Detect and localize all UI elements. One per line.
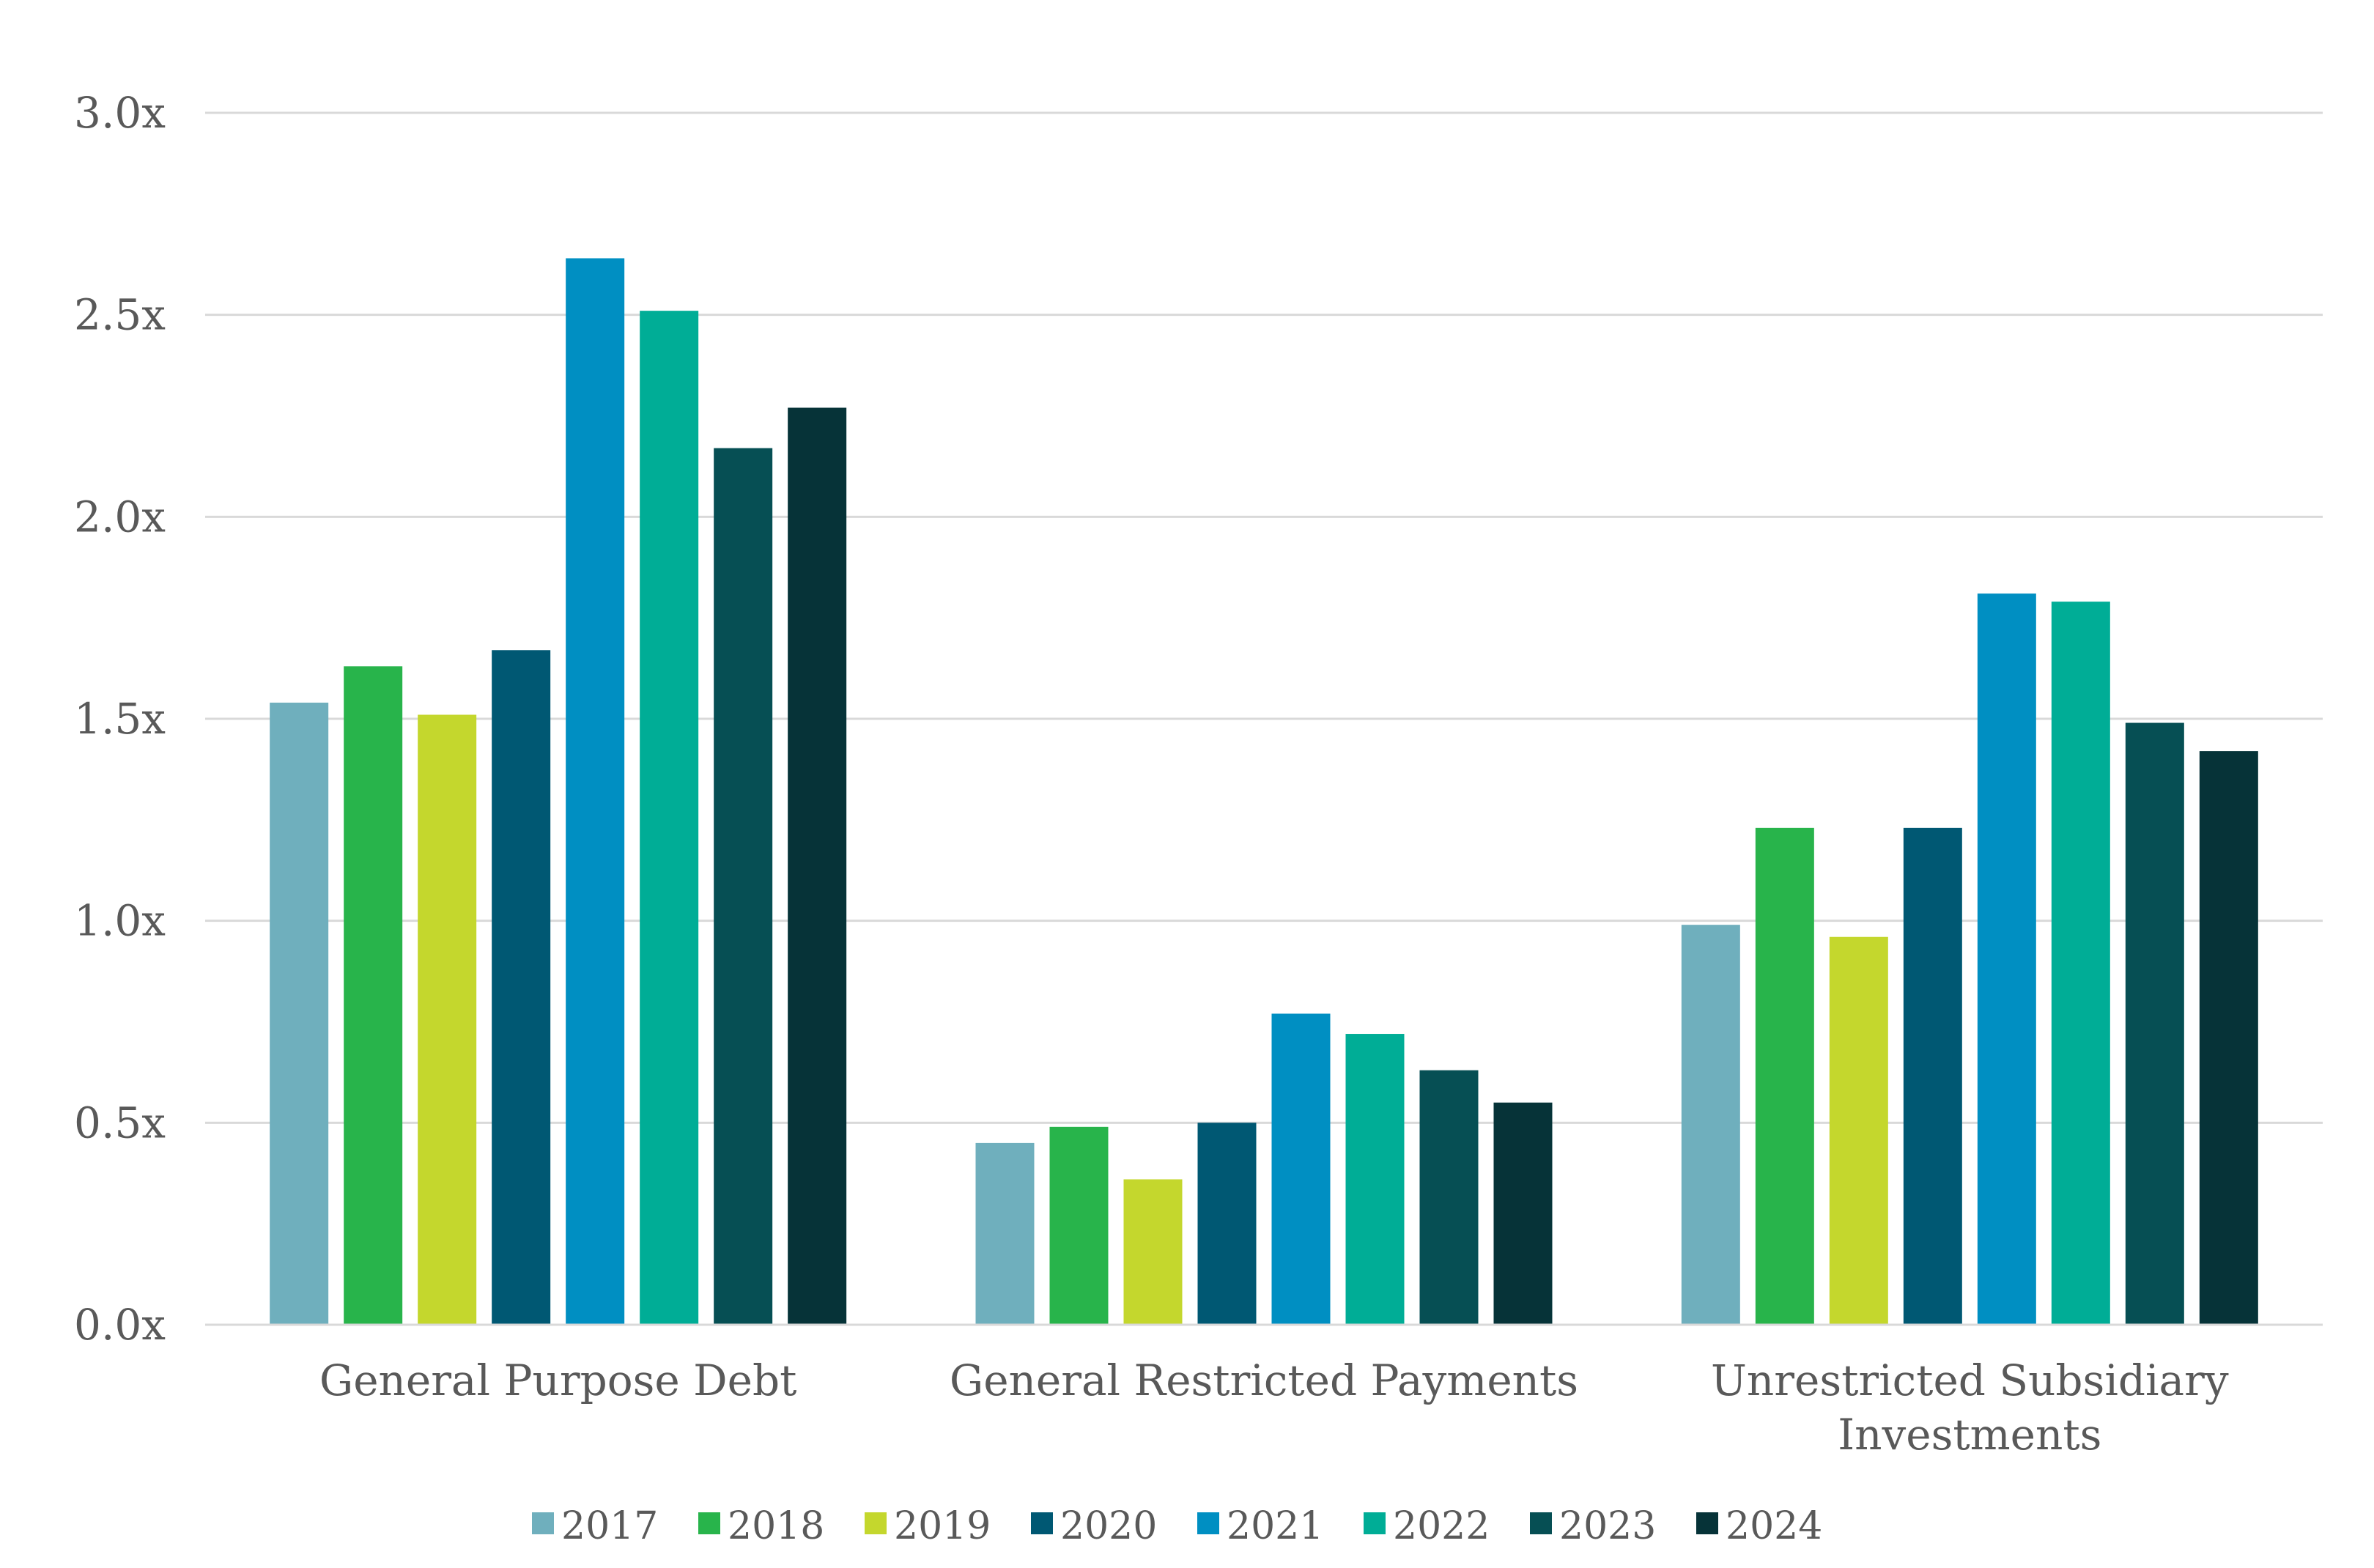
- bar-2023-cat-1: [1419, 1070, 1479, 1325]
- legend-label: 2018: [728, 1504, 824, 1548]
- bar-2021-cat-2: [1977, 593, 2036, 1325]
- category-label: General Restricted Payments: [950, 1356, 1578, 1405]
- legend-swatch: [532, 1512, 554, 1534]
- category-label: General Purpose Debt: [319, 1356, 797, 1405]
- legend-swatch: [698, 1512, 720, 1534]
- bar-2017-cat-0: [270, 702, 329, 1325]
- category-label: Unrestricted Subsidiary: [1711, 1356, 2229, 1405]
- legend-label: 2022: [1393, 1504, 1490, 1548]
- bar-2017-cat-2: [1681, 925, 1740, 1325]
- bar-2021-cat-1: [1271, 1013, 1331, 1325]
- legend-swatch: [1031, 1512, 1053, 1534]
- bar-2022-cat-0: [640, 311, 699, 1325]
- bar-2019-cat-0: [418, 714, 477, 1325]
- bar-2022-cat-2: [2051, 602, 2110, 1325]
- y-tick-label: 2.0x: [74, 492, 166, 541]
- legend-label: 2017: [561, 1504, 658, 1548]
- bars: [270, 258, 2258, 1325]
- y-tick-label: 3.0x: [74, 88, 166, 138]
- y-tick-label: 1.5x: [74, 694, 166, 744]
- legend-swatch: [1197, 1512, 1219, 1534]
- legend-label: 2023: [1559, 1504, 1656, 1548]
- bar-2021-cat-0: [566, 258, 625, 1325]
- bar-2023-cat-2: [2125, 722, 2184, 1325]
- y-tick-label: 0.5x: [74, 1098, 166, 1147]
- y-tick-label: 2.5x: [74, 290, 166, 340]
- legend-swatch: [865, 1512, 887, 1534]
- bar-2024-cat-2: [2199, 751, 2258, 1325]
- bar-2018-cat-2: [1755, 827, 1814, 1325]
- bar-2023-cat-0: [714, 448, 773, 1325]
- bar-2019-cat-1: [1123, 1179, 1183, 1325]
- legend-swatch: [1530, 1512, 1552, 1534]
- y-tick-label: 0.0x: [74, 1300, 166, 1350]
- y-tick-label: 1.0x: [74, 896, 166, 946]
- gridlines: [205, 111, 2323, 1124]
- bar-2018-cat-0: [344, 666, 403, 1325]
- legend: 2017 2018 2019 2020 2021 2022 2023 2024: [532, 1504, 1822, 1548]
- legend-label: 2024: [1726, 1504, 1822, 1548]
- category-labels: General Purpose Debt General Restricted P…: [319, 1356, 2229, 1460]
- legend-label: 2021: [1227, 1504, 1323, 1548]
- bar-2020-cat-2: [1903, 827, 1962, 1325]
- y-axis-tick-labels: 0.0x 0.5x 1.0x 1.5x 2.0x 2.5x 3.0x: [74, 88, 166, 1350]
- bar-2020-cat-0: [492, 650, 551, 1325]
- legend-label: 2019: [894, 1504, 991, 1548]
- bar-2024-cat-1: [1493, 1102, 1553, 1325]
- bar-2019-cat-2: [1829, 936, 1888, 1325]
- legend-swatch: [1364, 1512, 1386, 1534]
- bar-2018-cat-1: [1049, 1126, 1109, 1325]
- bar-2017-cat-1: [975, 1142, 1035, 1325]
- legend-label: 2020: [1060, 1504, 1157, 1548]
- category-label: Investments: [1838, 1410, 2101, 1460]
- bar-2022-cat-1: [1345, 1034, 1405, 1325]
- legend-swatch: [1696, 1512, 1718, 1534]
- bar-2024-cat-0: [788, 407, 847, 1325]
- bar-2020-cat-1: [1197, 1123, 1257, 1325]
